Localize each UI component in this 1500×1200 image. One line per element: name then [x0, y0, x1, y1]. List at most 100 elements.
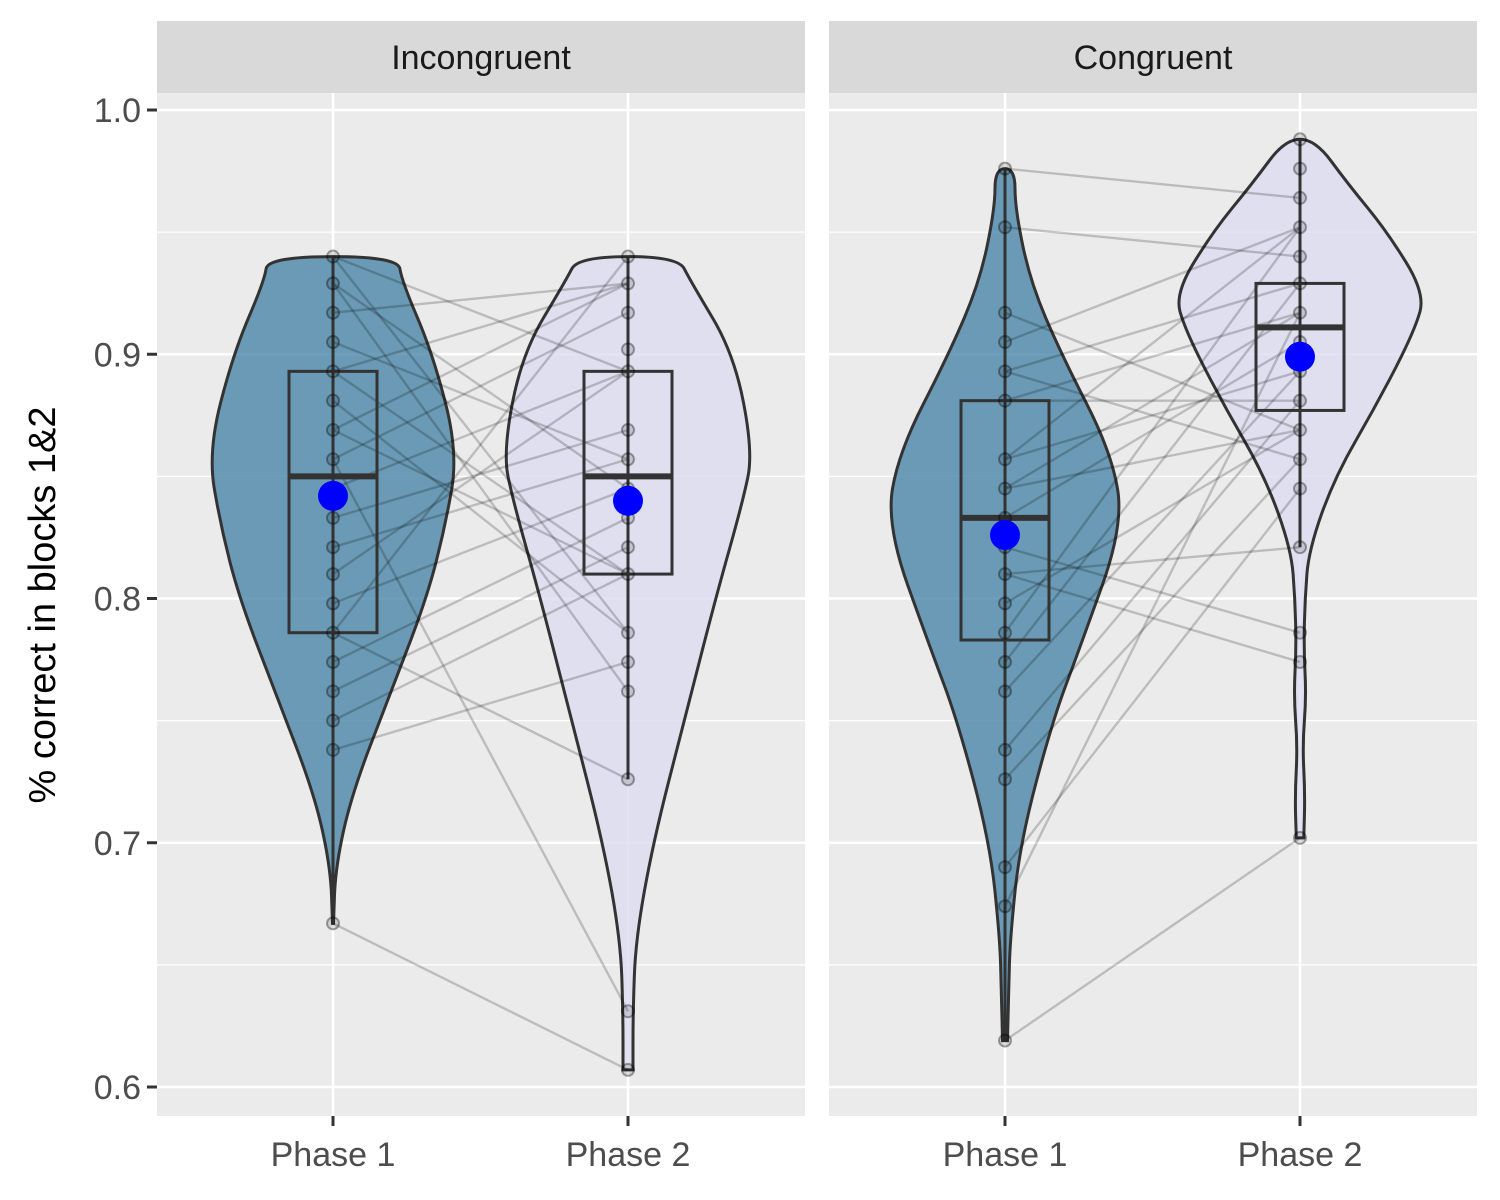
- data-point: [326, 742, 340, 757]
- paired-line: [1004, 546, 1301, 576]
- paired-line: [1004, 370, 1301, 461]
- data-point: [998, 860, 1012, 875]
- paired-line: [1004, 546, 1301, 634]
- data-point: [326, 655, 340, 670]
- paired-line: [1004, 167, 1301, 200]
- data-point: [326, 510, 340, 525]
- paired-line: [332, 311, 629, 461]
- panels-layer: Incongruent Phase 1 Phase 2 Congruent Phase …: [94, 21, 1477, 1174]
- data-point: [1293, 132, 1307, 147]
- paired-line: [332, 282, 629, 432]
- data-point: [621, 540, 635, 555]
- paired-line: [332, 370, 629, 576]
- data-point: [1293, 540, 1307, 555]
- paired-line: [332, 458, 629, 549]
- data-point: [1293, 452, 1307, 467]
- data-point: [621, 655, 635, 670]
- paired-line: [1004, 428, 1301, 605]
- data-point: [1293, 481, 1307, 496]
- data-point: [621, 452, 635, 467]
- data-point: [621, 684, 635, 699]
- data-point: [998, 625, 1012, 640]
- phase2-box: [1254, 281, 1346, 412]
- data-point: [326, 567, 340, 582]
- data-point: [621, 364, 635, 379]
- paired-line: [1004, 311, 1301, 402]
- data-point: [326, 276, 340, 291]
- paired-line: [332, 255, 629, 634]
- data-point: [998, 452, 1012, 467]
- paired-line: [332, 282, 629, 490]
- data-point: [621, 1062, 635, 1077]
- paired-line: [1004, 226, 1301, 634]
- paired-line: [1004, 226, 1301, 258]
- facet-label: Congruent: [1074, 39, 1233, 77]
- data-point: [1293, 305, 1307, 320]
- y-tick-label: 1.0: [94, 92, 141, 130]
- data-point: [1293, 190, 1307, 205]
- data-point: [1293, 830, 1307, 845]
- data-point: [1293, 422, 1307, 437]
- paired-line: [1004, 311, 1301, 490]
- paired-line: [332, 399, 629, 634]
- data-point: [621, 772, 635, 787]
- phase2-box: [582, 369, 674, 576]
- data-point: [326, 249, 340, 264]
- data-point: [998, 393, 1012, 408]
- data-point: [1293, 276, 1307, 291]
- facet-strip: [829, 21, 1477, 93]
- paired-line: [332, 546, 629, 693]
- paired-line: [332, 282, 629, 373]
- phase2-mean-point: [1285, 341, 1315, 372]
- x-tick-label: Phase 1: [943, 1136, 1068, 1174]
- paired-line: [1004, 311, 1301, 432]
- facet-strip: [157, 21, 805, 93]
- paired-line: [1003, 312, 1302, 907]
- data-point: [998, 772, 1012, 787]
- phase2-mean-point: [613, 485, 643, 516]
- paired-line: [1004, 370, 1301, 461]
- paired-line: [1004, 282, 1301, 663]
- paired-line: [332, 340, 629, 461]
- data-point: [621, 342, 635, 357]
- data-point: [621, 422, 635, 437]
- paired-line: [332, 282, 629, 314]
- paired-line: [332, 428, 629, 576]
- data-point: [326, 684, 340, 699]
- data-point: [998, 305, 1012, 320]
- phase1-mean-point: [318, 480, 348, 511]
- data-point: [326, 625, 340, 640]
- data-point: [998, 655, 1012, 670]
- data-point: [326, 364, 340, 379]
- x-tick-label: Phase 1: [271, 1136, 396, 1174]
- paired-line: [1004, 428, 1301, 490]
- data-point: [621, 567, 635, 582]
- paired-line: [331, 458, 630, 1012]
- data-point: [621, 1004, 635, 1019]
- x-tick-label: Phase 2: [566, 1136, 691, 1174]
- data-point: [326, 305, 340, 320]
- data-point: [1293, 161, 1307, 176]
- data-point: [1293, 249, 1307, 264]
- y-tick-label: 0.6: [94, 1069, 141, 1107]
- data-point: [326, 540, 340, 555]
- data-point: [998, 335, 1012, 350]
- data-point: [1293, 655, 1307, 670]
- paired-line: [332, 255, 629, 373]
- paired-line: [332, 573, 629, 722]
- paired-line: [332, 516, 629, 664]
- paired-line: [1004, 226, 1301, 344]
- y-tick-label: 0.9: [94, 336, 141, 374]
- data-point: [621, 249, 635, 264]
- data-point: [998, 364, 1012, 379]
- data-point: [621, 305, 635, 320]
- paired-line: [1004, 399, 1301, 751]
- data-point: [326, 596, 340, 611]
- data-point: [326, 916, 340, 931]
- paired-line: [332, 922, 629, 1071]
- data-point: [998, 899, 1012, 914]
- panel-congruent: Congruent Phase 1 Phase 2: [829, 21, 1477, 1174]
- data-point: [326, 393, 340, 408]
- paired-line: [332, 487, 629, 605]
